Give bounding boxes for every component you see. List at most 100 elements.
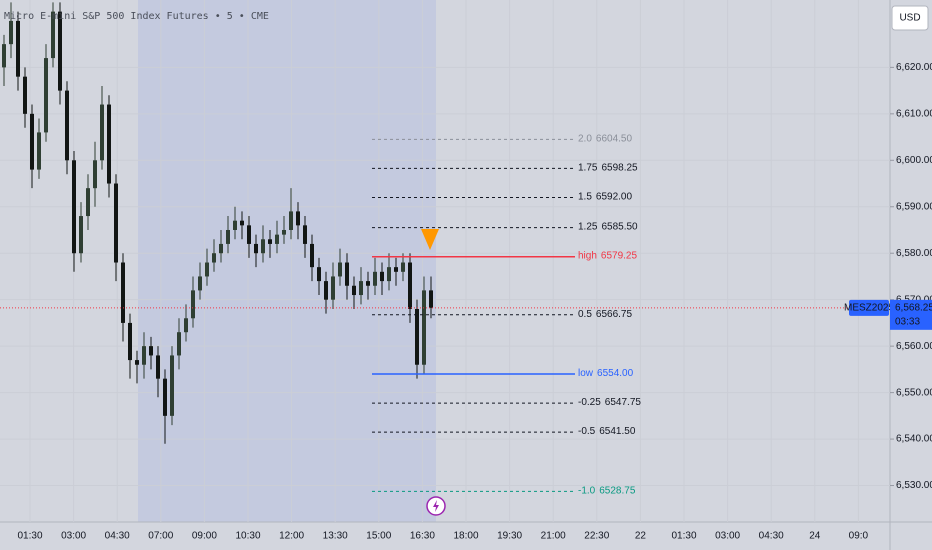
candle-body xyxy=(429,290,433,308)
level-name: high xyxy=(578,250,597,261)
session-highlight xyxy=(138,0,436,522)
candle-body xyxy=(177,332,181,356)
candle-body xyxy=(373,271,377,286)
candle-body xyxy=(44,58,48,133)
x-tick-label: 18:00 xyxy=(453,531,478,542)
x-tick-label: 16:30 xyxy=(410,531,435,542)
level-label: -1.0 6528.75 xyxy=(578,485,636,496)
candle-body xyxy=(394,267,398,272)
level-price: 6585.50 xyxy=(601,221,638,232)
candle-body xyxy=(86,188,90,217)
level-label: low 6554.00 xyxy=(578,368,634,379)
y-tick-label: 6,620.00 xyxy=(896,62,932,73)
candle-body xyxy=(2,44,6,68)
candle-body xyxy=(310,243,314,268)
candle-body xyxy=(359,281,363,296)
candle-body xyxy=(16,20,20,77)
candle-body xyxy=(72,160,76,254)
candle-body xyxy=(324,281,328,300)
candle-body xyxy=(163,378,167,416)
candle-body xyxy=(261,239,265,254)
candle-body xyxy=(93,160,97,189)
candle-body xyxy=(240,220,244,226)
x-tick-label: 01:30 xyxy=(671,531,696,542)
x-tick-label: 09:00 xyxy=(192,531,217,542)
level-label: 1.5 6592.00 xyxy=(578,191,632,202)
x-tick-label: 07:00 xyxy=(148,531,173,542)
candle-body xyxy=(282,229,286,235)
y-tick-label: 6,560.00 xyxy=(896,341,932,352)
candle-body xyxy=(114,183,118,263)
level-name: -0.25 xyxy=(578,397,601,408)
candle-body xyxy=(380,271,384,282)
candle-body xyxy=(226,229,230,244)
x-tick-label: 03:00 xyxy=(715,531,740,542)
candle-body xyxy=(338,262,342,277)
candle-body xyxy=(415,308,419,365)
plot: 2.0 6604.50 1.75 6598.25 1.5 6592.00 1.25 6585.… xyxy=(0,2,890,496)
currency-label[interactable]: USD xyxy=(899,13,920,24)
y-tick-label: 6,590.00 xyxy=(896,201,932,212)
level-price: 6554.00 xyxy=(597,368,634,379)
level-label: high 6579.25 xyxy=(578,250,637,261)
candle-body xyxy=(254,243,258,254)
level-price: 6566.75 xyxy=(596,308,633,319)
x-tick-label: 04:30 xyxy=(759,531,784,542)
candle-body xyxy=(331,276,335,300)
candle-body xyxy=(149,346,153,356)
level-name: low xyxy=(578,368,594,379)
x-tick-label: 13:30 xyxy=(323,531,348,542)
level-name: 2.0 xyxy=(578,133,592,144)
candle-body xyxy=(296,211,300,226)
x-tick-label: 04:30 xyxy=(105,531,130,542)
candle-body xyxy=(9,20,13,45)
candle-body xyxy=(408,262,412,309)
price-label: 6,568.25 xyxy=(895,302,932,313)
candle-body xyxy=(142,346,146,365)
candle-body xyxy=(100,104,104,161)
price-tag xyxy=(890,299,932,330)
level-name: -0.5 xyxy=(578,426,596,437)
candle-body xyxy=(366,281,370,286)
candle-body xyxy=(205,262,209,277)
candle-body xyxy=(156,355,160,379)
x-tick-label: 22:30 xyxy=(584,531,609,542)
level-label: 1.25 6585.50 xyxy=(578,221,638,232)
level-label: -0.25 6547.75 xyxy=(578,397,641,408)
signal-marker xyxy=(421,229,439,250)
x-tick-label: 19:30 xyxy=(497,531,522,542)
level-price: 6541.50 xyxy=(599,426,636,437)
candle-body xyxy=(135,360,139,365)
level-price: 6547.75 xyxy=(605,397,642,408)
candle-body xyxy=(184,318,188,333)
y-tick-label: 6,600.00 xyxy=(896,155,932,166)
level-price: 6528.75 xyxy=(599,485,636,496)
y-tick-label: 6,550.00 xyxy=(896,387,932,398)
level-name: -1.0 xyxy=(578,485,596,496)
level-price: 6598.25 xyxy=(601,162,638,173)
x-tick-label: 21:00 xyxy=(541,531,566,542)
level-price: 6592.00 xyxy=(596,191,633,202)
x-tick-label: 12:00 xyxy=(279,531,304,542)
candle-body xyxy=(191,290,195,319)
y-tick-label: 6,540.00 xyxy=(896,434,932,445)
candle-body xyxy=(352,285,356,296)
currency-button[interactable] xyxy=(891,5,929,31)
x-tick-label: 10:30 xyxy=(235,531,260,542)
candle-body xyxy=(219,243,223,254)
x-tick-label: 01:30 xyxy=(17,531,42,542)
candle-body xyxy=(289,211,293,230)
event-icon-bolt xyxy=(433,500,439,512)
x-tick-label: 09:0 xyxy=(849,531,869,542)
symbol-label: MESZ2025 xyxy=(844,302,894,313)
level-price: 6579.25 xyxy=(601,250,638,261)
candle-body xyxy=(422,290,426,365)
candle-body xyxy=(30,113,34,170)
candle-body xyxy=(303,225,307,244)
candle-body xyxy=(212,253,216,263)
candle-body xyxy=(387,267,391,282)
candle-body xyxy=(317,267,321,282)
candle-body xyxy=(233,220,237,230)
